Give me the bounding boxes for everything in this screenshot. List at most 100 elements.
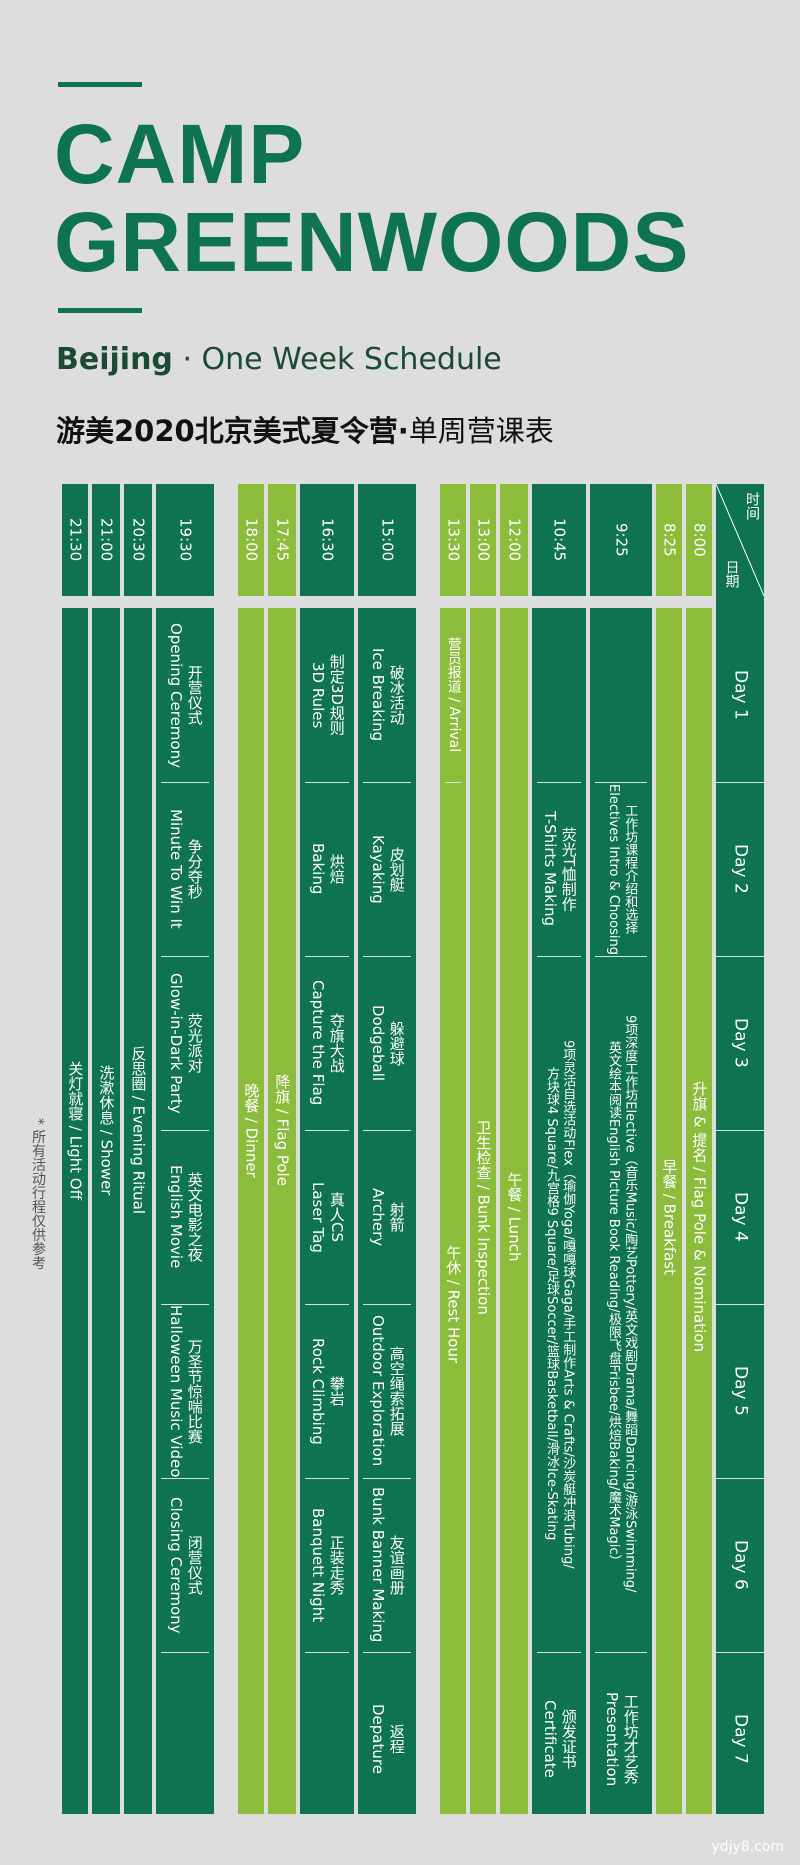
day-divider — [716, 1304, 764, 1305]
day-label-2: Day 2 — [730, 844, 751, 894]
time-label: 17:45 — [273, 518, 292, 562]
time-label: 13:30 — [444, 518, 463, 562]
header-gap — [440, 596, 466, 608]
time-header-t1500: 15:00 — [358, 484, 416, 596]
cell-divider — [363, 1652, 411, 1653]
day-label-7: Day 7 — [730, 1714, 751, 1764]
day-divider — [716, 1478, 764, 1479]
watermark: ydjy8.com — [711, 1839, 784, 1855]
time-header-t1630: 16:30 — [300, 484, 354, 596]
header-gap — [470, 596, 496, 608]
time-header-t1745: 17:45 — [268, 484, 296, 596]
arrival-cell: 营员报道 / Arrival — [445, 637, 462, 753]
elective-workshops-cell: 9项深度工作坊Elective（音乐Music/陶艺Pottery/英文戏剧Dr… — [606, 1015, 638, 1593]
cell-divider — [363, 1478, 411, 1479]
day-column — [716, 484, 764, 1814]
subtitle: Beijing · One Week Schedule — [56, 342, 502, 377]
time-column-t0825 — [656, 484, 682, 1814]
time-header-t1300: 13:00 — [470, 484, 496, 596]
time-header-t1330: 13:30 — [440, 484, 466, 596]
cell-divider — [537, 1652, 581, 1653]
cell-divider — [161, 782, 209, 783]
time-label: 10:45 — [550, 518, 569, 562]
evening-activity-3: 荧光派对 Glow-in-Dark Party — [167, 972, 204, 1114]
presentation-cell: 工作坊才艺秀 Presentation — [603, 1691, 640, 1787]
cell-divider — [161, 1652, 209, 1653]
cell-divider — [363, 1304, 411, 1305]
top-rule — [58, 82, 142, 87]
time-label: 8:00 — [690, 523, 709, 557]
header-gap — [590, 596, 652, 608]
evening-activity-5: 万圣节惊喘比赛 Halloween Music Video — [167, 1304, 204, 1478]
time-column-t1300 — [470, 484, 496, 1814]
cell-divider — [161, 1130, 209, 1131]
certificate-cell: 颁发证书 Certificate — [541, 1700, 578, 1778]
header-date-label: 日期 — [723, 560, 740, 588]
rest-hour-cell: 午休 / Rest Hour — [444, 1244, 463, 1364]
flex-activities-cell: 9项灵活自选活动Flex（瑜伽Yoga/嘎嘎球Gaga/手工制作Arts & C… — [544, 1039, 576, 1569]
title-line-2: GREENWOODS — [54, 195, 690, 289]
evening-activity-4: 英文电影之夜 English Movie — [167, 1165, 204, 1269]
day-divider — [716, 1130, 764, 1131]
day-label-3: Day 3 — [730, 1018, 751, 1068]
afternoon-activity-4: 射箭 Archery — [369, 1187, 406, 1247]
afternoon-activity-6: 友谊画册 Bunk Banner Making — [369, 1487, 406, 1643]
cell-divider — [537, 956, 581, 957]
cell-divider — [161, 1478, 209, 1479]
header-gap — [300, 596, 354, 608]
header-gap — [62, 596, 88, 608]
header-time-label: 时间 — [744, 492, 760, 520]
day-label-1: Day 1 — [730, 670, 751, 720]
late-afternoon-activity-6: 正装走秀 Banquett Night — [309, 1507, 346, 1623]
time-header-t0800: 8:00 — [686, 484, 712, 596]
cell-divider — [305, 956, 349, 957]
time-header-t1200: 12:00 — [500, 484, 528, 596]
time-header-t1800: 18:00 — [238, 484, 264, 596]
cell-divider — [445, 782, 461, 783]
cell-divider — [161, 1304, 209, 1305]
afternoon-activity-1: 破冰活动 Ice Breaking — [369, 648, 406, 742]
time-column-t2030 — [124, 484, 152, 1814]
evening-activity-6: 闭营仪式 Closing Ceremony — [167, 1496, 204, 1634]
cell-divider — [363, 1130, 411, 1131]
dinner-cell: 晚餐 / Dinner — [242, 1082, 261, 1178]
flag-down-cell: 降旗 / Flag Pole — [273, 1074, 292, 1186]
time-column-t0925 — [590, 484, 652, 1814]
time-label: 20:30 — [129, 518, 148, 562]
time-header-t2100: 21:00 — [92, 484, 120, 596]
breakfast-cell: 早餐 / Breakfast — [660, 1159, 679, 1275]
cell-divider — [363, 782, 411, 783]
header-gap — [358, 596, 416, 608]
footnote: * 所有活动行程仅供参考 — [30, 1118, 46, 1270]
cell-divider — [305, 1130, 349, 1131]
time-header-t0925: 9:25 — [590, 484, 652, 596]
time-label: 9:25 — [612, 523, 631, 557]
day-header: 时间 日期 — [716, 484, 764, 596]
time-column-t1745 — [268, 484, 296, 1814]
time-label: 18:00 — [242, 518, 261, 562]
flag-nomination-cell: 升旗 & 提名 / Flag Pole & Nomination — [690, 1081, 709, 1353]
header-gap — [500, 596, 528, 608]
time-column-t2130 — [62, 484, 88, 1814]
title-line-1: CAMP — [54, 107, 306, 201]
time-label: 12:00 — [505, 518, 524, 562]
time-header-t2030: 20:30 — [124, 484, 152, 596]
lunch-cell: 午餐 / Lunch — [505, 1172, 524, 1262]
header-gap — [268, 596, 296, 608]
time-label: 13:00 — [474, 518, 493, 562]
time-header-t0825: 8:25 — [656, 484, 682, 596]
afternoon-activity-3: 躲避球 Dodgeball — [369, 1004, 406, 1082]
cell-divider — [537, 782, 581, 783]
cell-divider — [595, 1652, 647, 1653]
evening-ritual-cell: 反思圈 / Evening Ritual — [129, 1046, 148, 1214]
time-header-t1045: 10:45 — [532, 484, 586, 596]
header-gap — [124, 596, 152, 608]
day-divider — [716, 956, 764, 957]
cell-divider — [363, 956, 411, 957]
cell-divider — [595, 956, 647, 957]
late-afternoon-activity-2: 烘焙 Baking — [309, 843, 346, 895]
day-label-6: Day 6 — [730, 1540, 751, 1590]
evening-activity-1: 开营仪式 Opening Ceremony — [167, 622, 204, 768]
light-off-cell: 关灯就寝 / Light Off — [66, 1060, 85, 1200]
day-label-4: Day 4 — [730, 1192, 751, 1242]
